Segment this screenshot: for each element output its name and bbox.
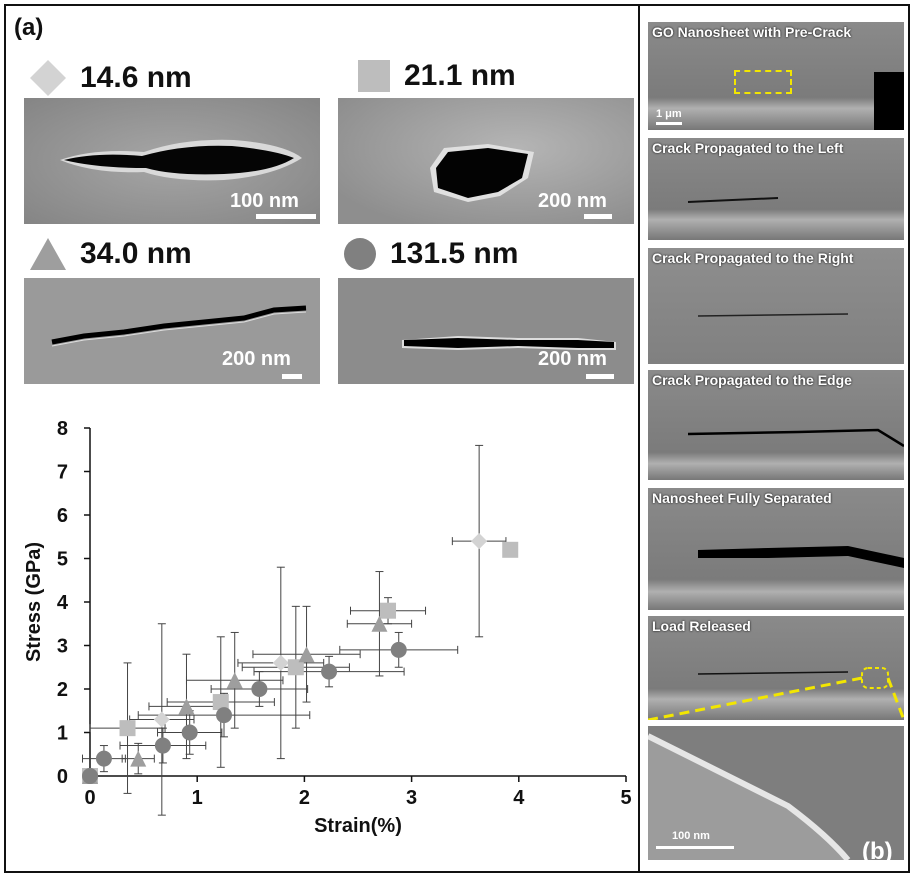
scale-label: 100 nm — [230, 190, 299, 212]
y-tick-label: 6 — [57, 505, 68, 527]
scale-label: 200 nm — [222, 348, 291, 370]
data-point-square — [119, 720, 136, 737]
data-point-circle — [216, 707, 232, 724]
chart-axes: 0 1 2 3 4 5 0 1 2 3 4 5 6 7 8 — [57, 418, 632, 809]
data-point-circle — [181, 724, 198, 741]
data-point-square — [380, 602, 397, 619]
strip-edge: Crack Propagated to the Edge — [648, 370, 904, 480]
strip-separated: Nanosheet Fully Separated — [648, 488, 904, 610]
data-point-circle — [251, 681, 268, 697]
data-points — [82, 533, 519, 784]
data-point-square — [212, 694, 229, 711]
x-tick-label: 4 — [513, 787, 525, 809]
data-point-diamond — [272, 654, 289, 671]
x-tick-label: 5 — [620, 787, 631, 809]
legend-label-diamond: 14.6 nm — [80, 61, 192, 94]
x-tick-label: 0 — [84, 787, 95, 809]
scale-bar — [282, 374, 302, 379]
stress-strain-chart: 0 1 2 3 4 5 0 1 2 3 4 5 6 7 8 Strain(%) Stress (GPa) — [23, 418, 632, 837]
legend-diamond: 14.6 nm — [28, 58, 192, 98]
scale-bar — [584, 214, 612, 219]
square-marker-icon — [358, 60, 390, 92]
strip-scale-label: 100 nm — [672, 830, 710, 842]
scale-bar — [586, 374, 614, 379]
scale-label: 200 nm — [538, 190, 607, 212]
figure-frame — [4, 4, 910, 873]
y-tick-label: 1 — [57, 723, 68, 745]
triangle-marker-icon — [30, 238, 66, 270]
legend-circle: 131.5 nm — [342, 236, 518, 272]
panel-b-label: (b) — [862, 838, 893, 865]
strip-zoom: 100 nm — [648, 726, 904, 860]
data-point-triangle — [178, 698, 195, 715]
strip-precrack: GO Nanosheet with Pre-Crack 1 μm — [648, 22, 904, 130]
data-point-circle — [154, 737, 171, 754]
strip-released: Load Released — [648, 616, 904, 720]
error-bars — [81, 444, 507, 816]
scale-label: 200 nm — [538, 348, 607, 370]
strip-scale-bar — [656, 122, 682, 125]
data-point-circle — [321, 663, 338, 680]
sem-image-14nm: 100 nm — [24, 98, 320, 224]
strip-caption: GO Nanosheet with Pre-Crack — [652, 24, 852, 40]
strip-caption: Nanosheet Fully Separated — [652, 490, 832, 506]
data-point-circle — [390, 641, 407, 658]
y-tick-label: 4 — [57, 592, 69, 614]
sem-image-34nm: 200 nm — [24, 278, 320, 384]
x-tick-label: 1 — [192, 787, 203, 809]
strip-scale-bar — [656, 846, 734, 849]
strip-right: Crack Propagated to the Right — [648, 248, 904, 364]
legend-label-triangle: 34.0 nm — [80, 237, 192, 270]
data-point-triangle — [130, 750, 147, 767]
edge-shadow — [874, 72, 904, 130]
data-point-circle — [95, 750, 112, 767]
data-point-square — [502, 541, 519, 558]
strip-caption: Crack Propagated to the Edge — [652, 372, 852, 388]
strip-scale-label: 1 μm — [656, 108, 682, 120]
legend-square: 21.1 nm — [356, 58, 516, 94]
data-point-diamond — [153, 711, 170, 728]
scale-bar — [256, 214, 316, 219]
y-tick-label: 5 — [57, 549, 68, 571]
panel-divider — [638, 4, 640, 873]
data-point-circle — [82, 768, 98, 784]
y-tick-label: 8 — [57, 418, 68, 440]
strip-caption: Crack Propagated to the Left — [652, 140, 844, 156]
crack-highlight-box — [734, 70, 792, 94]
x-tick-label: 3 — [406, 787, 417, 809]
y-tick-label: 7 — [57, 462, 68, 484]
sem-image-131nm: 200 nm — [338, 278, 634, 384]
data-point-diamond — [471, 533, 488, 550]
x-axis-label: Strain(%) — [314, 815, 402, 837]
diamond-marker-icon — [30, 60, 66, 96]
legend-label-circle: 131.5 nm — [390, 237, 519, 270]
circle-marker-icon — [344, 238, 376, 270]
data-point-square — [287, 659, 304, 676]
strip-caption: Crack Propagated to the Right — [652, 250, 854, 266]
sem-image-21nm: 200 nm — [338, 98, 634, 224]
data-point-triangle — [226, 672, 243, 689]
x-tick-label: 2 — [299, 787, 310, 809]
panel-a-label: (a) — [14, 14, 44, 41]
legend-triangle: 34.0 nm — [28, 236, 192, 272]
y-tick-label: 3 — [57, 636, 68, 658]
y-tick-label: 0 — [57, 766, 68, 788]
legend-label-square: 21.1 nm — [404, 59, 516, 92]
strip-left: Crack Propagated to the Left — [648, 138, 904, 240]
data-point-triangle — [298, 646, 315, 663]
data-point-triangle — [371, 615, 388, 632]
y-tick-label: 2 — [57, 679, 68, 701]
y-axis-label: Stress (GPa) — [23, 542, 45, 662]
strip-caption: Load Released — [652, 618, 751, 634]
